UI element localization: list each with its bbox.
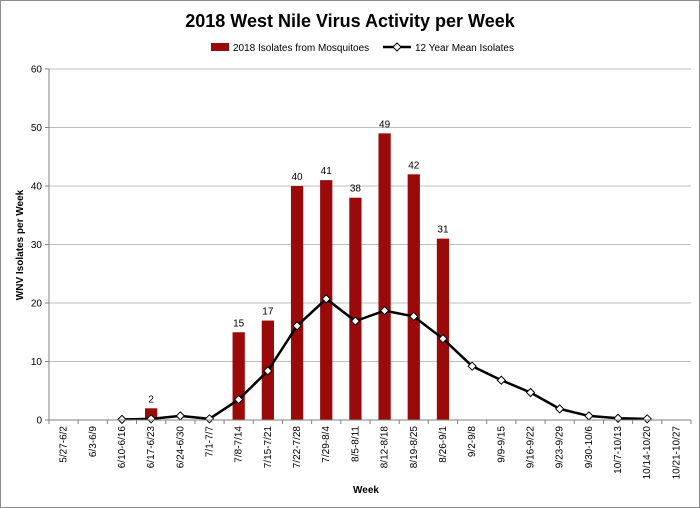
x-tick-label: 9/9-9/15	[496, 426, 507, 463]
x-tick-label: 6/24-6/30	[175, 426, 186, 469]
y-tick-label: 30	[31, 240, 43, 251]
line-marker	[321, 294, 331, 304]
plot-area: 2 15 17 40 41 38 49 42 31	[117, 119, 652, 425]
x-tick-label: 9/30-10/6	[584, 426, 595, 469]
line-marker	[204, 414, 215, 424]
line-marker	[292, 321, 302, 331]
data-label: 49	[379, 119, 391, 130]
x-tick-label: 7/1-7/7	[205, 426, 216, 458]
line-marker	[117, 414, 127, 425]
bar	[232, 332, 245, 420]
x-tick-label: 8/12-8/18	[380, 426, 391, 469]
data-label: 41	[321, 166, 333, 177]
x-tick-label: 10/7-10/13	[613, 426, 624, 474]
x-tick-label: 7/22-7/28	[292, 426, 303, 469]
data-label: 2	[148, 394, 154, 405]
y-tick-label: 50	[31, 123, 43, 134]
chart-title: 2018 West Nile Virus Activity per Week	[185, 11, 515, 31]
data-label: 40	[291, 172, 303, 183]
line-marker	[175, 411, 186, 421]
line-marker	[263, 366, 273, 376]
line-marker	[642, 414, 652, 424]
legend-label: 2018 Isolates from Mosquitoes	[233, 43, 369, 54]
x-tick-label: 6/10-6/16	[117, 426, 128, 469]
x-tick-label: 8/5-8/11	[350, 426, 361, 462]
data-label: 15	[233, 318, 245, 329]
gridlines	[49, 68, 691, 421]
x-tick-label: 5/27-6/2	[59, 426, 70, 463]
data-label: 38	[350, 184, 362, 195]
x-tick-label: 8/19-8/25	[409, 426, 420, 469]
y-tick-label: 0	[36, 416, 42, 427]
bar	[290, 186, 304, 420]
x-tick-label: 7/15-7/21	[263, 426, 274, 469]
line-marker	[409, 311, 419, 322]
y-axis: 0 10 20 30 40 50 60	[31, 65, 50, 427]
data-label: 42	[408, 160, 420, 171]
line-marker	[613, 413, 623, 423]
line-marker	[438, 333, 448, 344]
x-tick-label: 9/23-9/29	[555, 426, 566, 469]
x-tick-label: 8/26-9/1	[438, 426, 449, 463]
bar	[349, 197, 362, 420]
line-marker	[554, 404, 565, 414]
x-tick-label: 6/17-6/23	[146, 426, 157, 469]
data-label: 31	[437, 225, 449, 236]
bar	[436, 238, 450, 420]
line-marker	[379, 305, 390, 316]
line-marker	[233, 394, 244, 405]
x-tick-label: 10/21-10/27	[671, 426, 682, 480]
line-marker	[525, 387, 536, 398]
legend-marker	[392, 42, 402, 52]
y-tick-label: 40	[31, 182, 43, 193]
line-marker	[467, 361, 477, 371]
bar	[407, 174, 420, 420]
line-marker	[584, 411, 594, 421]
line-marker	[350, 316, 361, 326]
x-tick-label: 6/3-6/9	[88, 426, 99, 458]
x-tick-label: 9/16-9/22	[526, 426, 537, 469]
line-marker	[496, 375, 507, 385]
x-tick-label: 10/14-10/20	[642, 426, 653, 480]
line-marker	[146, 414, 156, 424]
x-tick-label: 7/29-8/4	[321, 426, 332, 463]
x-tick-label: 9/2-9/8	[467, 426, 478, 458]
y-tick-label: 10	[31, 357, 43, 368]
legend-bar-swatch	[211, 43, 229, 51]
y-tick-label: 20	[31, 299, 43, 310]
y-tick-label: 60	[31, 65, 43, 76]
data-label: 17	[262, 307, 274, 318]
legend: 2018 Isolates from Mosquitoes 12 Year Mea…	[211, 42, 514, 54]
x-axis-label: Week	[353, 485, 379, 496]
legend-label: 12 Year Mean Isolates	[415, 43, 514, 54]
bar	[378, 133, 391, 420]
x-tick-label: 7/8-7/14	[234, 426, 245, 463]
y-axis-label: WNV Isolates per Week	[15, 189, 26, 300]
x-axis: 5/27-6/2 6/3-6/9 6/10-6/16 6/17-6/23 6/24-6/…	[48, 419, 692, 480]
